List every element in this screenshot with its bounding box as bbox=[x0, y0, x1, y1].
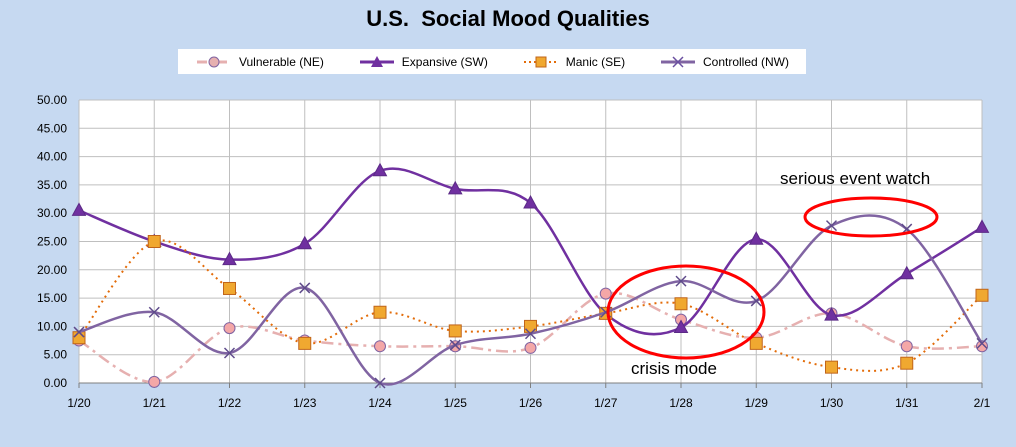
legend-label-expansive: Expansive (SW) bbox=[401, 54, 488, 69]
legend-marker-vulnerable bbox=[196, 56, 231, 67]
data-point bbox=[374, 340, 386, 353]
data-point bbox=[373, 305, 387, 319]
x-tick-label: 1/25 bbox=[444, 396, 468, 410]
data-point bbox=[524, 328, 537, 340]
data-point bbox=[374, 377, 386, 389]
data-point bbox=[673, 319, 689, 334]
chart-legend: Vulnerable (NE) Expansive (SW) Manic (SE… bbox=[178, 49, 806, 74]
y-tick-label: 30.00 bbox=[37, 206, 67, 220]
data-point bbox=[675, 275, 687, 287]
y-tick-label: 20.00 bbox=[37, 263, 67, 277]
legend-marker-manic bbox=[523, 56, 558, 67]
x-axis-ticks: 1/20 1/21 1/22 1/23 1/24 1/25 1/26 1/27 1/28 1/29… bbox=[67, 396, 990, 410]
data-point bbox=[524, 341, 537, 354]
y-tick-label: 40.00 bbox=[37, 150, 67, 164]
data-point bbox=[71, 202, 87, 216]
x-tick-label: 1/30 bbox=[820, 396, 844, 410]
legend-item-vulnerable: Vulnerable (NE) bbox=[195, 55, 324, 69]
data-point bbox=[524, 319, 537, 333]
x-tick-label: 1/29 bbox=[745, 396, 769, 410]
data-point bbox=[372, 162, 388, 177]
series-expansive-sw bbox=[71, 162, 990, 336]
data-point bbox=[974, 219, 990, 233]
x-tick-label: 1/20 bbox=[67, 396, 91, 410]
data-point bbox=[72, 331, 86, 345]
data-point bbox=[825, 220, 838, 232]
legend-marker-expansive bbox=[359, 55, 394, 67]
data-point bbox=[523, 194, 538, 209]
y-tick-label: 5.00 bbox=[44, 348, 68, 362]
y-tick-label: 45.00 bbox=[37, 121, 67, 135]
series-controlled-nw bbox=[73, 214, 988, 389]
data-point bbox=[299, 282, 311, 294]
data-point bbox=[674, 297, 688, 311]
y-axis-ticks: 0.00 5.00 10.00 15.00 20.00 25.00 30.00 35.00 40… bbox=[37, 93, 67, 390]
data-point bbox=[599, 287, 612, 300]
data-point bbox=[976, 337, 988, 349]
legend-label-manic: Manic (SE) bbox=[565, 54, 626, 69]
data-point bbox=[899, 265, 915, 280]
data-point bbox=[824, 307, 839, 321]
y-tick-label: 50.00 bbox=[37, 93, 67, 107]
x-tick-label: 1/26 bbox=[519, 396, 543, 410]
x-tick-label: 2/1 bbox=[974, 396, 991, 410]
data-point bbox=[298, 336, 312, 350]
y-tick-label: 10.00 bbox=[37, 319, 67, 333]
legend-label-vulnerable: Vulnerable (NE) bbox=[238, 54, 324, 69]
data-point bbox=[449, 339, 461, 351]
serious-event-circle bbox=[803, 196, 939, 238]
legend-item-expansive: Expansive (SW) bbox=[358, 55, 488, 69]
x-tick-label: 1/28 bbox=[669, 396, 693, 410]
data-point bbox=[975, 288, 989, 302]
data-point bbox=[223, 281, 236, 295]
data-point bbox=[748, 231, 764, 245]
legend-item-controlled: Controlled (NW) bbox=[659, 55, 789, 69]
crisis-mode-circle bbox=[606, 264, 766, 360]
legend-marker-controlled bbox=[660, 55, 695, 68]
data-point bbox=[223, 347, 236, 359]
y-tick-label: 35.00 bbox=[37, 178, 67, 192]
x-tick-label: 1/24 bbox=[368, 396, 392, 410]
legend-item-manic: Manic (SE) bbox=[522, 55, 625, 69]
x-tick-label: 1/23 bbox=[293, 396, 317, 410]
data-point bbox=[148, 375, 161, 388]
data-point bbox=[825, 360, 838, 374]
data-point bbox=[73, 326, 85, 338]
chart-title: U.S. Social Mood Qualities bbox=[366, 6, 650, 31]
data-point bbox=[147, 235, 161, 248]
x-tick-label: 1/21 bbox=[143, 396, 167, 410]
y-tick-label: 0.00 bbox=[44, 376, 68, 390]
legend-label-controlled: Controlled (NW) bbox=[702, 54, 789, 69]
x-tick-label: 1/31 bbox=[895, 396, 919, 410]
data-point bbox=[222, 251, 237, 266]
data-point bbox=[447, 180, 463, 195]
x-tick-label: 1/27 bbox=[594, 396, 618, 410]
data-point bbox=[900, 356, 914, 370]
data-point bbox=[900, 340, 913, 353]
data-point bbox=[148, 306, 160, 318]
data-point bbox=[976, 340, 988, 353]
data-point bbox=[749, 336, 763, 350]
data-point bbox=[223, 322, 236, 335]
series-layer bbox=[71, 162, 990, 389]
annotation-serious-event-watch: serious event watch bbox=[780, 169, 930, 188]
annotations: serious event watch crisis mode bbox=[606, 169, 939, 378]
annotation-crisis-mode: crisis mode bbox=[631, 359, 717, 378]
x-tick-label: 1/22 bbox=[218, 396, 242, 410]
y-tick-label: 25.00 bbox=[37, 235, 67, 249]
y-tick-label: 15.00 bbox=[37, 291, 67, 305]
data-point bbox=[297, 235, 313, 250]
data-point bbox=[448, 324, 462, 338]
